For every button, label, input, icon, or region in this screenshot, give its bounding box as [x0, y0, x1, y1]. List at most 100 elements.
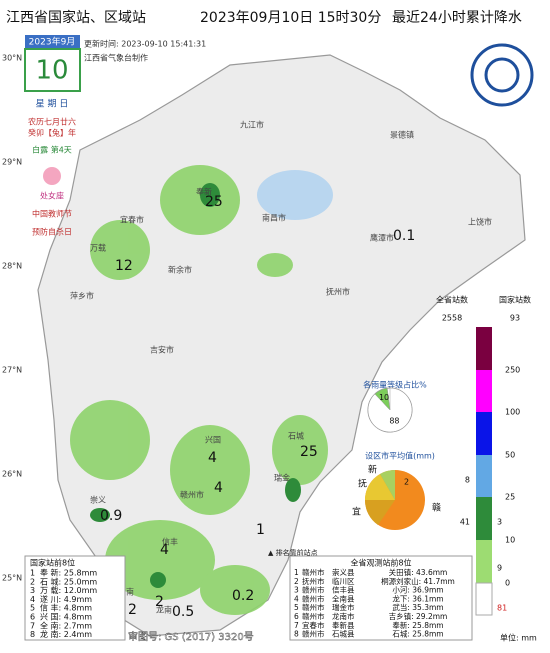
rain-area [70, 400, 150, 480]
table-cell: 石 城: 25.0mm [40, 577, 97, 586]
table-cell: 赣州市 [302, 602, 325, 612]
city-label: 万载 [90, 243, 106, 253]
calendar-weekday: 星 期 日 [36, 99, 69, 110]
ratio-pie: 88 10 [367, 387, 413, 433]
table-cell: 全 南: 2.7mm [40, 620, 92, 630]
legend-swatch [476, 412, 492, 455]
station-value: 0.9 [100, 508, 122, 524]
legend-bar [475, 327, 493, 616]
legend-count: 41 [460, 518, 470, 527]
legend-total: 93 [510, 314, 520, 323]
table-cell: 抚州市 [302, 576, 325, 586]
city-label: 九江市 [240, 120, 264, 130]
rain-area [200, 183, 220, 207]
table-cell: 崇义县 [332, 568, 355, 577]
station-value: 12 [115, 258, 133, 274]
table-cell: 赣州市 [302, 593, 325, 603]
national-table-title: 国家站前8位 [30, 558, 75, 568]
poyang-lake [257, 170, 333, 220]
rain-area [90, 508, 110, 522]
city-label: 新余市 [168, 265, 192, 275]
table-cell: 赣州市 [302, 611, 325, 621]
table-cell: 桐源刘家山: 41.7mm [381, 576, 455, 586]
legend-swatch [476, 370, 492, 412]
calendar-box [24, 48, 81, 92]
calendar-solar-term: 白露 第4天 [32, 145, 72, 155]
table-cell: 1 [30, 569, 35, 578]
city-label: 赣州市 [180, 490, 204, 500]
table-cell: 石城: 25.8mm [392, 630, 443, 639]
pie-slice [365, 474, 395, 500]
legend-level: 50 [505, 451, 515, 460]
city-label: 石城 [288, 432, 304, 441]
table-cell: 信丰县 [332, 585, 355, 595]
table-cell: 3 [30, 586, 35, 595]
table-cell: 兴 国: 4.8mm [40, 613, 92, 622]
city-label: 上饶市 [468, 217, 492, 227]
table-cell: 武当: 35.3mm [392, 602, 443, 612]
calendar-month: 2023年9月 [29, 36, 76, 48]
province-table-box [289, 555, 473, 641]
table-cell: 奉新县 [332, 620, 355, 630]
station-value: 0.1 [393, 228, 415, 244]
legend-count: 9 [497, 564, 502, 573]
table-cell: 龙南市 [332, 611, 355, 621]
table-cell: 7 [294, 621, 299, 630]
city-label: 信丰 [162, 537, 178, 547]
pie-slice [374, 387, 391, 411]
table-cell: 全南县 [332, 593, 355, 603]
legend-swatch [476, 327, 492, 370]
table-cell: 2 [294, 577, 299, 586]
calendar-event: 预防自杀日 [32, 227, 72, 237]
table-cell: 8 [294, 630, 299, 639]
latitude-label: 25°N [2, 574, 22, 583]
table-cell: 宜春市 [302, 620, 325, 630]
city-pie-title: 设区市平均值(mm) [365, 451, 435, 461]
table-cell: 4 [294, 594, 299, 603]
latitudes: 30°N 29°N 28°N 27°N 26°N 25°N [2, 54, 22, 583]
pie-label: 赣 [432, 502, 441, 514]
city-label: 景德镇 [390, 130, 414, 140]
table-cell: 临川区 [332, 576, 355, 586]
calendar-lunar: 农历七月廿六 [28, 117, 76, 127]
calendar-year-name: 癸卯【兔】年 [28, 128, 76, 138]
station-value: 4 [214, 480, 223, 496]
legend-count: 3 [497, 518, 502, 527]
table-cell: 赣州市 [302, 585, 325, 595]
city-label: 崇义 [90, 496, 106, 505]
pie-label: 88 [389, 417, 399, 426]
rain-area [150, 572, 166, 588]
pie-label: 10 [379, 393, 389, 402]
national-table: 1 奉 新: 25.8mm 2 石 城: 25.0mm 3 万 载: 12.0mm 4 遂 川… [30, 568, 97, 640]
calendar-header [25, 35, 80, 49]
table-cell: 瑞金市 [332, 602, 355, 612]
rain-area [200, 565, 270, 615]
pie-label: 2 [404, 478, 409, 487]
pie-label: 宜 [352, 506, 361, 518]
rain-area [285, 478, 301, 502]
table-cell: 赣州市 [302, 567, 325, 577]
table-cell: 6 [30, 613, 35, 622]
latitude-label: 30°N [2, 54, 22, 63]
table-cell: 5 [30, 604, 35, 613]
legend-total: 2558 [442, 314, 462, 323]
latitude-label: 26°N [2, 470, 22, 479]
city-label: 萍乡市 [70, 291, 94, 301]
table-cell: 吉乡镇: 29.2mm [389, 611, 448, 621]
city-label: 吉安市 [150, 345, 174, 355]
city-label: 奉新 [196, 187, 212, 197]
legend-level: 100 [505, 408, 520, 417]
table-cell: 2 [30, 577, 35, 586]
city-label: 全南 [118, 587, 134, 597]
table-cell: 3 [294, 586, 299, 595]
station-value: 25 [300, 444, 318, 460]
station-value: 25 [205, 194, 223, 210]
legend-count: 81 [497, 604, 507, 613]
province-outline [37, 54, 526, 637]
latitude-label: 27°N [2, 366, 22, 375]
calendar-zodiac: 处女座 [40, 191, 64, 201]
legend-level: 25 [505, 493, 515, 502]
table-cell: 小河: 36.9mm [392, 586, 443, 595]
rain-area [105, 520, 215, 600]
rain-area [160, 165, 240, 235]
